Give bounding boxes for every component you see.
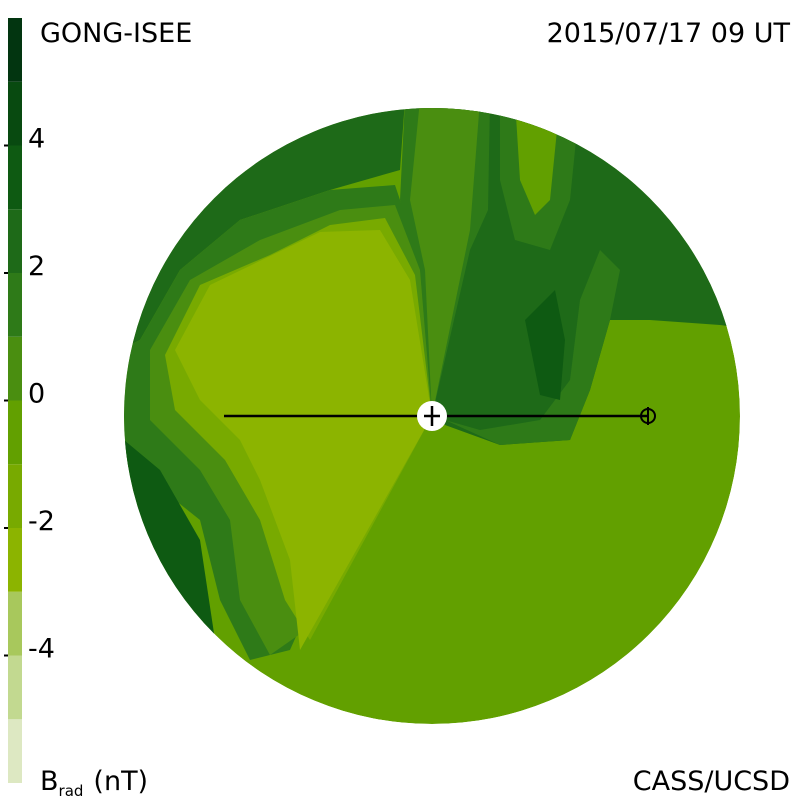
colorbar-tick-label: 4 [28,124,45,155]
region-lightest [175,230,432,650]
label-unit: (nT) [93,766,148,797]
colorbar-tick-label: 0 [28,379,45,410]
header-right: 2015/07/17 09 UT [547,18,791,49]
colorbar-tick-label: 2 [28,251,45,282]
colorbar-band [8,719,22,783]
colorbar-band [8,655,22,720]
label-symbol: B [40,766,59,797]
colorbar-band [8,81,22,146]
colorbar-band [8,273,22,337]
region-band [445,250,620,445]
colorbar-band [8,336,22,401]
colorbar-band [8,528,22,592]
colorbar-label: Brad (nT) [40,766,148,800]
footer-right: CASS/UCSD [633,766,790,797]
header-left: GONG-ISEE [40,18,192,49]
colorbar-tick-label: -2 [28,506,55,537]
label-subscript: rad [59,782,84,800]
region-dark [525,290,565,400]
colorbar-band [8,400,22,465]
colorbar: 4 2 0 -2 -4 [4,18,55,783]
colorbar-band [8,145,22,210]
region-center-strip [410,108,480,416]
colorbar-tick-label: -4 [28,634,55,665]
colorbar-band [8,209,22,273]
colorbar-band [8,18,22,82]
colorbar-band [8,591,22,656]
colorbar-band [8,464,22,528]
region-lobe [355,416,432,460]
